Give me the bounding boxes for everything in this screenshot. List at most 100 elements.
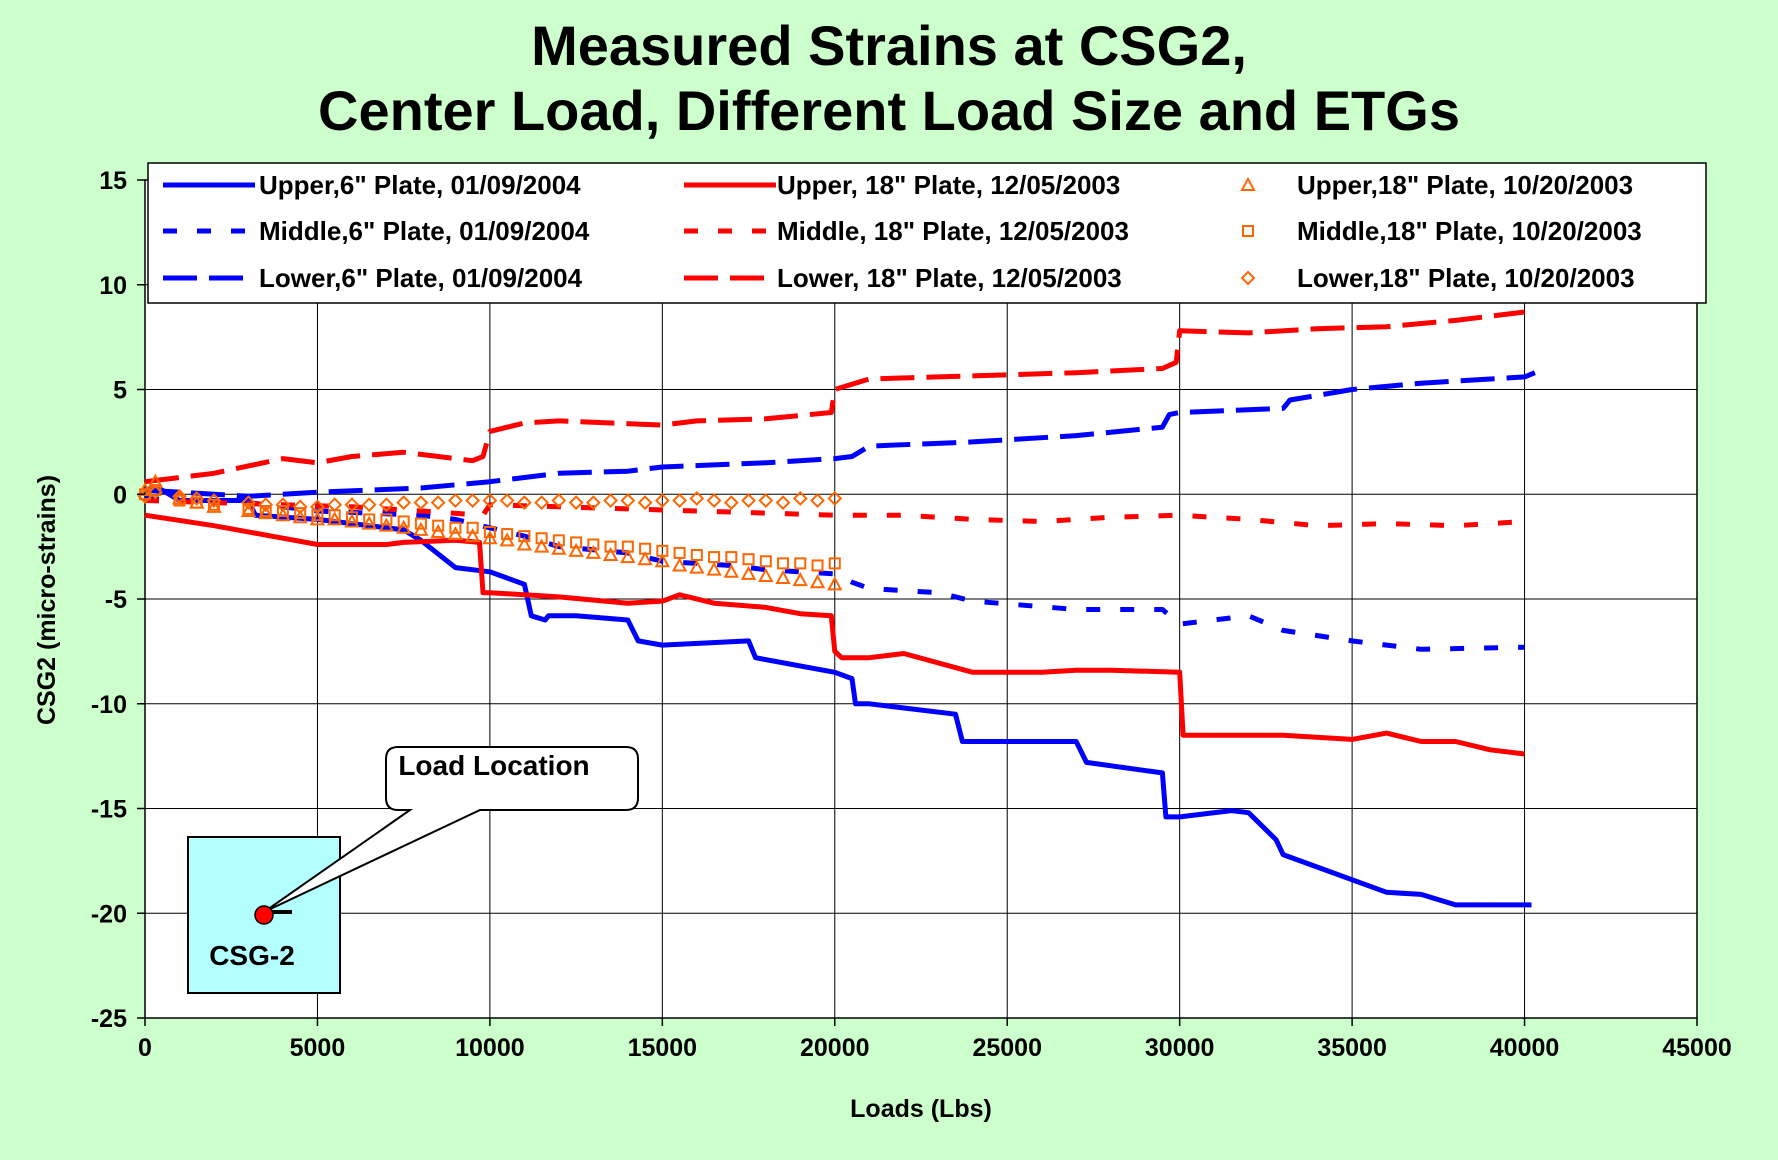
series-line: [144, 512, 1525, 757]
data-point: [465, 493, 481, 508]
data-point: [828, 557, 841, 570]
data-point: [706, 561, 722, 576]
data-point: [432, 519, 445, 532]
data-point: [430, 495, 446, 511]
y-tick-label: 5: [113, 377, 127, 405]
chart-title-line-1: Measured Strains at CSG2,: [531, 14, 1247, 77]
y-tick-label: 15: [99, 167, 127, 195]
legend-label: Lower,6" Plate, 01/09/2004: [259, 263, 583, 293]
data-point: [499, 493, 515, 508]
data-point: [708, 551, 721, 564]
x-axis-title: Loads (Lbs): [850, 1095, 992, 1123]
data-point: [585, 544, 602, 559]
legend-label: Upper, 18" Plate, 12/05/2003: [777, 170, 1120, 200]
y-tick-label: -5: [105, 586, 127, 614]
data-point: [242, 502, 255, 515]
data-point: [275, 507, 291, 522]
data-point: [361, 497, 377, 513]
data-point: [379, 497, 394, 513]
data-point: [533, 538, 550, 553]
data-point: [345, 511, 358, 524]
legend-swatch: [1240, 176, 1256, 191]
gauge-label: CSG-2: [209, 940, 295, 971]
data-point: [516, 536, 533, 551]
data-point: [723, 495, 739, 511]
x-tick-label: 5000: [290, 1034, 346, 1062]
x-tick-label: 20000: [800, 1034, 870, 1062]
legend-label: Middle,18" Plate, 10/20/2003: [1297, 216, 1642, 246]
data-point: [276, 505, 289, 518]
data-point: [310, 499, 325, 515]
data-point: [672, 493, 687, 508]
x-tick-label: 25000: [972, 1034, 1042, 1062]
data-point: [570, 536, 583, 549]
y-tick-label: -10: [91, 691, 127, 719]
legend-item: Upper, 18" Plate, 12/05/2003: [684, 170, 1120, 200]
data-point: [706, 493, 722, 508]
y-axis-title: CSG2 (micro-strains): [33, 475, 61, 725]
data-point: [587, 538, 600, 551]
data-point: [483, 525, 496, 538]
data-point: [603, 493, 619, 508]
data-point: [380, 513, 393, 526]
data-point: [396, 495, 412, 511]
x-tick-label: 35000: [1317, 1034, 1387, 1062]
series-6: [137, 473, 843, 591]
load-location-marker: [254, 905, 274, 925]
y-tick-label: -15: [91, 796, 127, 824]
callout-label: Load Location: [398, 750, 589, 781]
x-tick-label: 0: [138, 1034, 152, 1062]
data-point: [464, 528, 481, 543]
data-point: [258, 505, 274, 520]
legend-swatch: [1242, 225, 1254, 237]
data-point: [397, 515, 410, 528]
data-point: [190, 496, 203, 509]
x-tick-label: 40000: [1490, 1034, 1560, 1062]
legend: Upper,6" Plate, 01/09/2004 Middle,6" Plat…: [147, 162, 1707, 304]
data-point: [327, 511, 343, 526]
data-point: [363, 513, 376, 526]
legend-label: Middle,6" Plate, 01/09/2004: [259, 216, 590, 246]
data-point: [811, 559, 824, 572]
y-tick-label: -25: [91, 1005, 127, 1033]
data-point: [689, 491, 705, 506]
series-5: [144, 309, 1525, 485]
data-point: [551, 540, 567, 555]
y-tick-label: -20: [91, 900, 127, 928]
legend-item: Middle, 18" Plate, 12/05/2003: [684, 216, 1129, 246]
data-point: [551, 493, 567, 508]
data-point: [585, 495, 601, 511]
series-7: [139, 484, 841, 572]
axes: 0 5000 10000 15000 20000 25000 30000 35000 40000…: [91, 167, 1732, 1062]
data-point: [516, 495, 532, 511]
data-point: [447, 493, 463, 508]
data-point: [147, 484, 163, 500]
y-tick-label: 0: [113, 481, 127, 509]
series-line: [144, 495, 1525, 652]
chart-title-line-2: Center Load, Different Load Size and ETG…: [318, 79, 1460, 142]
series-0: [145, 487, 1532, 908]
data-point: [173, 494, 186, 507]
data-point: [741, 493, 756, 508]
data-point: [656, 544, 669, 557]
data-point: [620, 549, 636, 564]
data-point: [604, 540, 617, 553]
legend-swatch: [1240, 270, 1256, 286]
data-point: [292, 509, 308, 524]
data-point: [777, 557, 790, 570]
data-point: [654, 553, 671, 568]
data-point: [637, 495, 653, 511]
data-point: [602, 546, 619, 562]
data-point: [206, 498, 222, 513]
series-2: [144, 370, 1536, 499]
legend-label: Lower,18" Plate, 10/20/2003: [1297, 263, 1635, 293]
data-point: [742, 553, 755, 566]
legend-label: Upper,18" Plate, 10/20/2003: [1297, 170, 1633, 200]
data-point: [207, 498, 220, 511]
data-point: [552, 534, 565, 547]
data-point: [240, 502, 257, 518]
legend-item: Middle,18" Plate, 10/20/2003: [1242, 216, 1642, 246]
legend-item: Lower,18" Plate, 10/20/2003: [1240, 263, 1635, 293]
